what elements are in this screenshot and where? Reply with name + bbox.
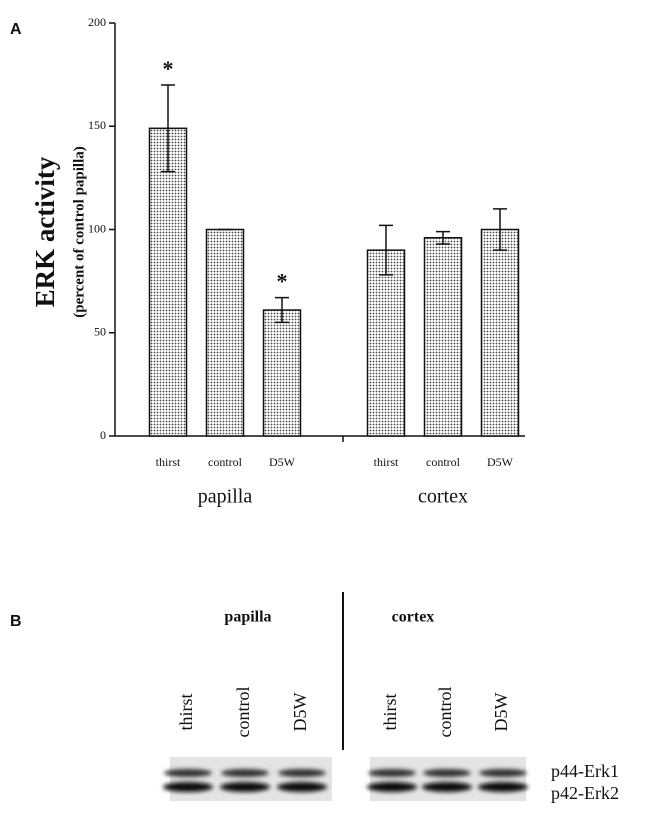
lane-label: D5W	[290, 693, 310, 732]
blot-background	[170, 757, 332, 801]
band	[277, 782, 327, 792]
bar	[425, 238, 462, 436]
y-axis-subtitle: (percent of control papilla)	[71, 146, 87, 318]
band	[422, 782, 472, 792]
blot-group-label: cortex	[392, 609, 435, 626]
figure: A ERK activity (percent of control papil…	[0, 0, 647, 837]
lane-label: thirst	[380, 693, 400, 730]
x-tick-label: control	[426, 455, 461, 469]
lane-label: control	[435, 687, 455, 738]
band	[164, 769, 212, 777]
band	[163, 782, 213, 792]
significance-marker: *	[277, 269, 288, 294]
band-label: p42-Erk2	[551, 783, 619, 803]
y-tick-label: 50	[94, 325, 106, 339]
band	[367, 782, 417, 792]
group-label: papilla	[198, 486, 253, 508]
group-label: cortex	[418, 486, 468, 508]
bar	[150, 128, 187, 436]
band	[423, 769, 471, 777]
blot-group-label: papilla	[224, 609, 271, 626]
x-tick-label: D5W	[487, 455, 514, 469]
band	[368, 769, 416, 777]
significance-marker: *	[163, 56, 174, 81]
x-tick-label: thirst	[156, 455, 181, 469]
band	[220, 782, 270, 792]
page: A ERK activity (percent of control papil…	[0, 0, 647, 837]
y-tick-label: 150	[88, 118, 106, 132]
panel-label: B	[10, 613, 22, 630]
band-label: p44-Erk1	[551, 761, 619, 781]
band	[278, 769, 326, 777]
panel-label: A	[10, 21, 22, 38]
bar	[482, 230, 519, 437]
bar	[207, 230, 244, 437]
x-tick-label: control	[208, 455, 243, 469]
lane-label: thirst	[176, 693, 196, 730]
bar	[264, 310, 301, 436]
band	[479, 769, 527, 777]
lane-label: D5W	[491, 693, 511, 732]
y-axis-title: ERK activity	[30, 156, 60, 307]
y-tick-label: 0	[100, 428, 106, 442]
x-tick-label: thirst	[374, 455, 399, 469]
lane-label: control	[233, 687, 253, 738]
band	[478, 782, 528, 792]
bar	[368, 250, 405, 436]
band	[221, 769, 269, 777]
x-tick-label: D5W	[269, 455, 296, 469]
y-tick-label: 200	[88, 15, 106, 29]
blot-background	[370, 757, 526, 801]
y-tick-label: 100	[88, 221, 106, 235]
